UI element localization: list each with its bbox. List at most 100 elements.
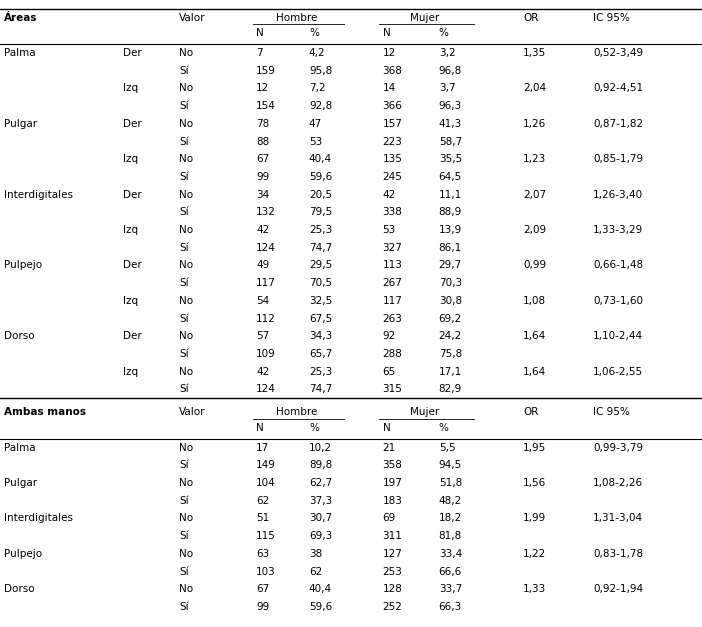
Text: No: No (179, 367, 193, 377)
Text: Der: Der (123, 48, 142, 58)
Text: 95,8: 95,8 (309, 66, 332, 76)
Text: %: % (309, 28, 319, 38)
Text: 62,7: 62,7 (309, 478, 332, 488)
Text: 17,1: 17,1 (439, 367, 462, 377)
Text: 20,5: 20,5 (309, 189, 332, 199)
Text: No: No (179, 48, 193, 58)
Text: 18,2: 18,2 (439, 514, 462, 524)
Text: Palma: Palma (4, 48, 35, 58)
Text: 157: 157 (383, 119, 402, 129)
Text: 62: 62 (256, 496, 270, 506)
Text: 34,3: 34,3 (309, 331, 332, 341)
Text: 69,3: 69,3 (309, 531, 332, 541)
Text: Sí: Sí (179, 602, 189, 612)
Text: %: % (439, 28, 449, 38)
Text: 70,5: 70,5 (309, 278, 332, 288)
Text: 358: 358 (383, 460, 402, 470)
Text: Izq: Izq (123, 367, 138, 377)
Text: 47: 47 (309, 119, 322, 129)
Text: 7: 7 (256, 48, 263, 58)
Text: 99: 99 (256, 602, 270, 612)
Text: Sí: Sí (179, 460, 189, 470)
Text: 81,8: 81,8 (439, 531, 462, 541)
Text: 0,83-1,78: 0,83-1,78 (593, 549, 643, 559)
Text: 10,2: 10,2 (309, 443, 332, 453)
Text: 59,6: 59,6 (309, 172, 332, 182)
Text: N: N (383, 423, 390, 433)
Text: 33,7: 33,7 (439, 584, 462, 594)
Text: 267: 267 (383, 278, 402, 288)
Text: 263: 263 (383, 314, 402, 324)
Text: 115: 115 (256, 531, 276, 541)
Text: N: N (256, 28, 264, 38)
Text: 92,8: 92,8 (309, 101, 332, 111)
Text: 65: 65 (383, 367, 396, 377)
Text: 99: 99 (256, 172, 270, 182)
Text: 70,3: 70,3 (439, 278, 462, 288)
Text: 96,3: 96,3 (439, 101, 462, 111)
Text: 1,95: 1,95 (523, 443, 546, 453)
Text: 117: 117 (383, 296, 402, 306)
Text: 288: 288 (383, 349, 402, 359)
Text: 65,7: 65,7 (309, 349, 332, 359)
Text: 103: 103 (256, 567, 276, 577)
Text: Izq: Izq (123, 83, 138, 93)
Text: IC 95%: IC 95% (593, 13, 630, 23)
Text: Sí: Sí (179, 567, 189, 577)
Text: 112: 112 (256, 314, 276, 324)
Text: 63: 63 (256, 549, 270, 559)
Text: Der: Der (123, 119, 142, 129)
Text: 62: 62 (309, 567, 322, 577)
Text: Hombre: Hombre (276, 408, 317, 418)
Text: 1,26-3,40: 1,26-3,40 (593, 189, 643, 199)
Text: 1,56: 1,56 (523, 478, 546, 488)
Text: 51: 51 (256, 514, 270, 524)
Text: Valor: Valor (179, 408, 206, 418)
Text: No: No (179, 260, 193, 270)
Text: 29,5: 29,5 (309, 260, 332, 270)
Text: %: % (309, 423, 319, 433)
Text: 67: 67 (256, 584, 270, 594)
Text: Sí: Sí (179, 384, 189, 394)
Text: 5,5: 5,5 (439, 443, 456, 453)
Text: 338: 338 (383, 208, 402, 218)
Text: Mujer: Mujer (410, 13, 439, 23)
Text: 92: 92 (383, 331, 396, 341)
Text: 159: 159 (256, 66, 276, 76)
Text: 1,06-2,55: 1,06-2,55 (593, 367, 643, 377)
Text: 79,5: 79,5 (309, 208, 332, 218)
Text: 42: 42 (256, 225, 270, 235)
Text: 4,2: 4,2 (309, 48, 326, 58)
Text: 40,4: 40,4 (309, 584, 332, 594)
Text: 64,5: 64,5 (439, 172, 462, 182)
Text: 25,3: 25,3 (309, 225, 332, 235)
Text: Mujer: Mujer (410, 408, 439, 418)
Text: 132: 132 (256, 208, 276, 218)
Text: 1,10-2,44: 1,10-2,44 (593, 331, 643, 341)
Text: 0,73-1,60: 0,73-1,60 (593, 296, 643, 306)
Text: 57: 57 (256, 331, 270, 341)
Text: 69,2: 69,2 (439, 314, 462, 324)
Text: Palma: Palma (4, 443, 35, 453)
Text: Sí: Sí (179, 349, 189, 359)
Text: 88: 88 (256, 137, 270, 147)
Text: Sí: Sí (179, 101, 189, 111)
Text: Dorso: Dorso (4, 584, 34, 594)
Text: 0,52-3,49: 0,52-3,49 (593, 48, 643, 58)
Text: 29,7: 29,7 (439, 260, 462, 270)
Text: 154: 154 (256, 101, 276, 111)
Text: 1,23: 1,23 (523, 154, 546, 164)
Text: 34: 34 (256, 189, 270, 199)
Text: No: No (179, 514, 193, 524)
Text: 124: 124 (256, 243, 276, 253)
Text: Ambas manos: Ambas manos (4, 408, 86, 418)
Text: 30,7: 30,7 (309, 514, 332, 524)
Text: 0,92-1,94: 0,92-1,94 (593, 584, 643, 594)
Text: No: No (179, 443, 193, 453)
Text: Sí: Sí (179, 208, 189, 218)
Text: No: No (179, 189, 193, 199)
Text: 66,3: 66,3 (439, 602, 462, 612)
Text: 12: 12 (383, 48, 396, 58)
Text: 35,5: 35,5 (439, 154, 462, 164)
Text: 1,35: 1,35 (523, 48, 546, 58)
